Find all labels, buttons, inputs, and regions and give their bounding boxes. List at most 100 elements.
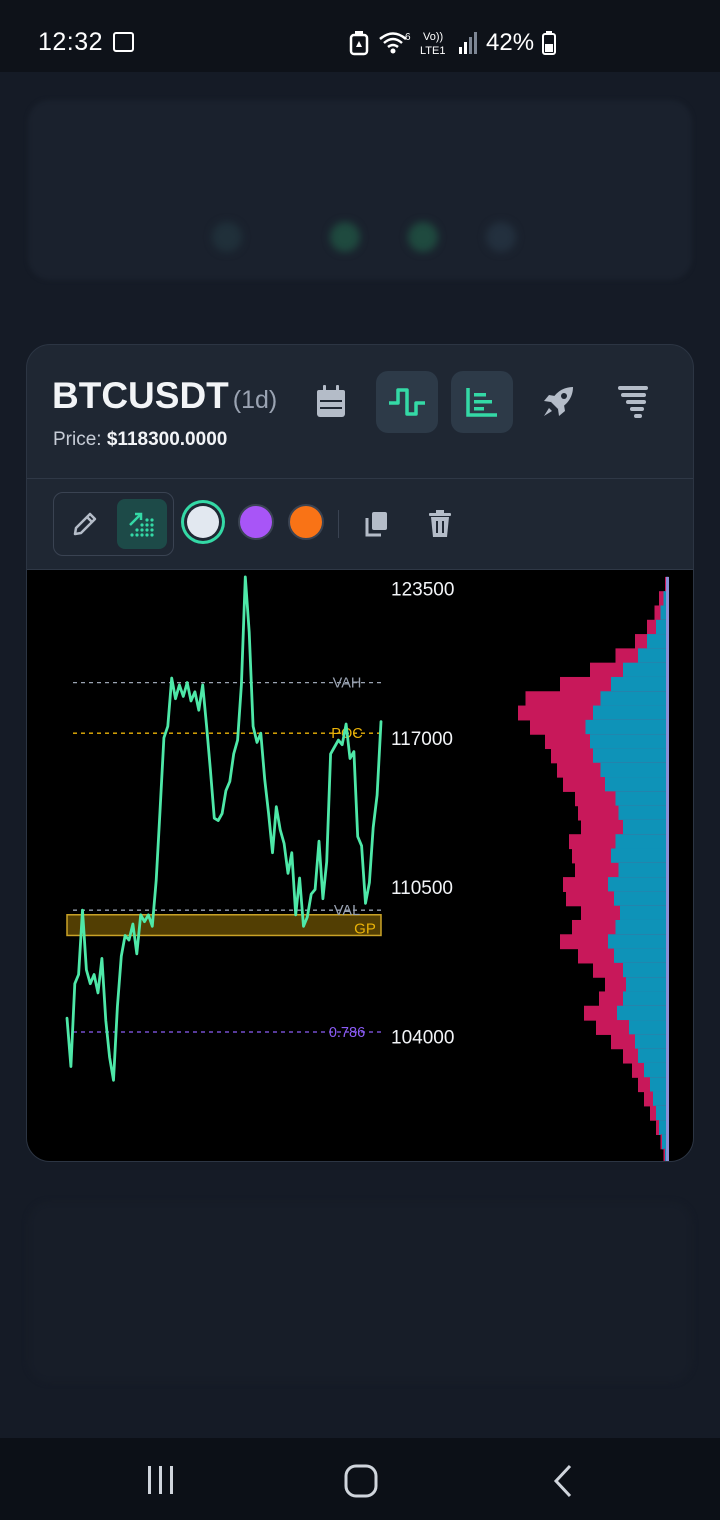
wifi-icon: 6 (379, 32, 411, 54)
fibonacci-tool-icon (129, 512, 154, 537)
volume-profile-buy-bar (611, 848, 668, 864)
pencil-tool-button[interactable] (60, 499, 110, 549)
volume-profile-buy-bar (660, 605, 668, 621)
delete-button[interactable] (415, 499, 465, 549)
y-tick-label: 117000 (391, 729, 453, 750)
volume-profile-button[interactable] (451, 371, 513, 433)
volume-profile-buy-bar (638, 648, 668, 664)
volume-profile-buy-bar (662, 1134, 668, 1150)
volume-profile-buy-bar (629, 1020, 668, 1035)
color-swatch-orange[interactable] (288, 504, 324, 540)
volume-profile-buy-bar (620, 905, 668, 921)
svg-text:6: 6 (405, 32, 411, 43)
annotation-label: VAH (333, 676, 362, 692)
volume-profile-buy-bar (593, 748, 668, 764)
volume-profile-buy-bar (623, 662, 668, 678)
y-tick-label: 104000 (391, 1028, 454, 1049)
volume-profile-buy-bar (623, 819, 668, 835)
volume-profile-buy-bar (656, 1105, 668, 1121)
color-swatch-white[interactable] (187, 506, 219, 538)
volume-profile-buy-bar (618, 862, 668, 878)
back-icon[interactable] (552, 1464, 574, 1498)
color-swatch-purple[interactable] (238, 504, 274, 540)
price-label: Price: (53, 429, 102, 450)
volume-profile-buy-bar (605, 777, 668, 792)
volume-profile-buy-bar (618, 805, 668, 821)
navigation-bar (0, 1438, 720, 1520)
volume-profile-axis (666, 576, 669, 1161)
volume-profile-buy-bar (611, 676, 668, 692)
volume-profile-buy-bar (590, 734, 668, 750)
y-tick-label: 110500 (391, 878, 453, 899)
background-chart-card (28, 1202, 692, 1382)
volume-profile-buy-bar (663, 591, 668, 607)
recent-apps-icon[interactable] (146, 1466, 176, 1494)
volume-profile-buy-bar (585, 719, 668, 735)
volume-profile-buy-bar (638, 1048, 668, 1064)
copy-button[interactable] (352, 499, 402, 549)
volume-profile-buy-bar (656, 619, 668, 635)
price-chart[interactable]: GP VAH POC VAL 0.786 123500 117000 110500 104000 (27, 570, 694, 1162)
line-chart-button[interactable] (679, 371, 694, 433)
pencil-icon (73, 512, 97, 536)
rocket-button[interactable] (527, 371, 589, 433)
background-card (28, 100, 692, 280)
rocket-icon (544, 387, 573, 416)
tool-group (53, 492, 174, 556)
volume-profile-buy-bar (659, 1120, 668, 1136)
volume-profile-buy-bar (615, 791, 668, 807)
volume-profile-buy-bar (623, 991, 668, 1007)
volume-profile-buy-bar (647, 634, 668, 649)
volume-profile-buy-bar (608, 934, 668, 950)
copy-icon (365, 512, 387, 537)
volume-profile-buy-bar (608, 877, 668, 892)
line-chart-icon (693, 386, 694, 418)
fibonacci-tool-button[interactable] (117, 499, 167, 549)
background-dot (408, 222, 438, 252)
symbol-name: BTCUSDT (52, 375, 229, 416)
step-line-button[interactable] (376, 371, 438, 433)
volume-profile-buy-bar (653, 1091, 668, 1107)
background-dot (486, 222, 516, 252)
y-tick-label: 123500 (391, 579, 454, 600)
card-header: BTCUSDT (1d) Price: $118300.0000 (27, 345, 694, 479)
recycle-icon (349, 31, 369, 56)
gallery-icon (113, 32, 134, 52)
network-type: LTE1 (420, 45, 445, 57)
tornado-button[interactable] (602, 371, 664, 433)
interval-label: (1d) (232, 386, 278, 414)
volume-profile-buy-bar (644, 1062, 668, 1078)
volte-icon: Vo)) LTE1 (420, 31, 445, 57)
calendar-button[interactable] (300, 371, 362, 433)
background-dot (212, 222, 242, 252)
calendar-icon (317, 385, 345, 417)
volume-profile-buy-bar (615, 834, 668, 850)
volume-profile-icon (466, 388, 497, 417)
volume-profile-buy-bar (614, 891, 668, 907)
status-icons: 6 Vo)) LTE1 42% (348, 26, 557, 60)
status-bar: 12:32 6 Vo)) LTE1 (0, 0, 720, 72)
volume-profile-buy-bar (650, 1077, 668, 1093)
price-row: Price: $118300.0000 (53, 429, 227, 451)
chart-card: BTCUSDT (1d) Price: $118300.0000 (26, 344, 694, 1162)
battery-percent: 42% (486, 29, 535, 56)
volume-profile-buy-bar (593, 705, 668, 721)
volume-profile-buy-bar (635, 1034, 668, 1050)
annotation-label: VAL (334, 903, 360, 919)
volume-profile-buy-bar (614, 948, 668, 964)
home-icon[interactable] (344, 1464, 378, 1498)
volume-profile-buy-bar (617, 1005, 668, 1021)
volume-profile-buy-bar (626, 977, 668, 993)
svg-text:Vo)): Vo)) (423, 31, 443, 43)
tornado-icon (618, 386, 648, 418)
volume-profile-buy-bar (615, 919, 668, 935)
drawing-toolbar (27, 480, 693, 570)
price-line (65, 575, 383, 1082)
volume-profile-buy-bar (623, 962, 668, 978)
price-value: $118300.0000 (106, 429, 228, 450)
toolbar-divider (338, 510, 339, 538)
status-time: 12:32 (38, 28, 104, 56)
trash-icon (429, 510, 451, 537)
